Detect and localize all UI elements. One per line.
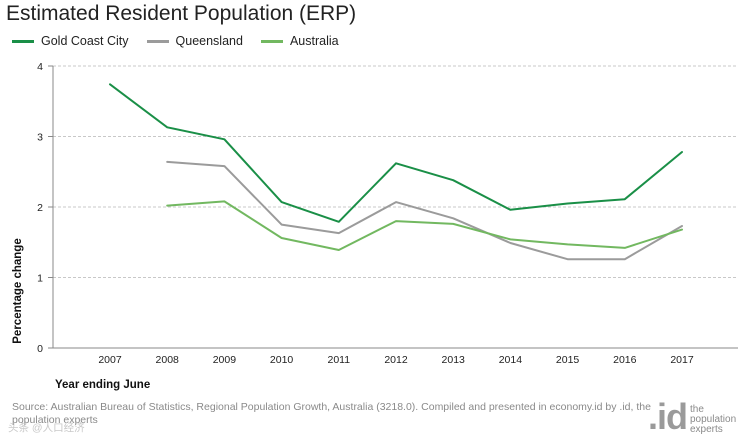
axes: 0 1 2 3 4 2007 2008 2009 2010 2011 2012 2013 2014 201…	[37, 61, 738, 366]
x-tick-label: 2009	[213, 354, 237, 366]
y-tick-label: 1	[37, 273, 43, 285]
series-line-gold-coast-city[interactable]	[109, 83, 683, 223]
legend-label-queensland: Queensland	[175, 34, 243, 48]
line-chart: 0 1 2 3 4 2007 2008 2009 2010 2011 2012 2013 2014 201…	[12, 61, 738, 391]
logo-line-3: experts	[690, 424, 723, 435]
logo-line-1: the	[690, 404, 704, 415]
y-tick-label: 2	[37, 202, 43, 214]
x-tick-label: 2015	[556, 354, 580, 366]
legend-swatch-australia	[260, 39, 283, 43]
x-tick-label: 2014	[499, 354, 523, 366]
legend-item-queensland[interactable]: Queensland	[146, 34, 243, 48]
source-note: Source: Australian Bureau of Statistics,…	[12, 401, 651, 426]
watermark: 头条 @人口经济	[8, 422, 85, 434]
x-tick-label: 2011	[328, 354, 351, 366]
logo-line-2: population	[690, 414, 737, 425]
legend-swatch-queensland	[146, 39, 169, 43]
legend: Gold Coast City Queensland Australia	[12, 33, 357, 49]
legend-label-australia: Australia	[289, 34, 339, 48]
legend-label-gold-coast: Gold Coast City	[41, 34, 129, 48]
series-line-queensland[interactable]	[166, 160, 683, 261]
x-tick-label: 2010	[270, 354, 294, 366]
legend-item-australia[interactable]: Australia	[260, 34, 339, 48]
x-axis-label: Year ending June	[55, 379, 150, 391]
logo-mark: .id	[648, 396, 688, 437]
logo-text: the population experts	[690, 405, 736, 435]
x-tick-label: 2007	[98, 354, 122, 366]
id-logo: .id the population experts	[648, 396, 736, 438]
legend-item-gold-coast[interactable]: Gold Coast City	[12, 34, 129, 48]
x-tick-label: 2008	[156, 354, 180, 366]
x-tick-label: 2012	[384, 354, 408, 366]
y-tick-label: 3	[37, 132, 43, 144]
x-tick-label: 2013	[442, 354, 466, 366]
y-axis-label: Percentage change	[12, 238, 24, 343]
y-tick-label: 0	[37, 343, 43, 355]
series-line-australia[interactable]	[166, 200, 683, 251]
y-tick-label: 4	[37, 61, 43, 73]
series-lines	[109, 83, 683, 261]
x-tick-label: 2016	[613, 354, 637, 366]
x-tick-label: 2017	[670, 354, 694, 366]
legend-swatch-gold-coast	[12, 39, 34, 43]
gridlines	[53, 65, 738, 278]
chart-title: Estimated Resident Population (ERP)	[6, 2, 357, 25]
